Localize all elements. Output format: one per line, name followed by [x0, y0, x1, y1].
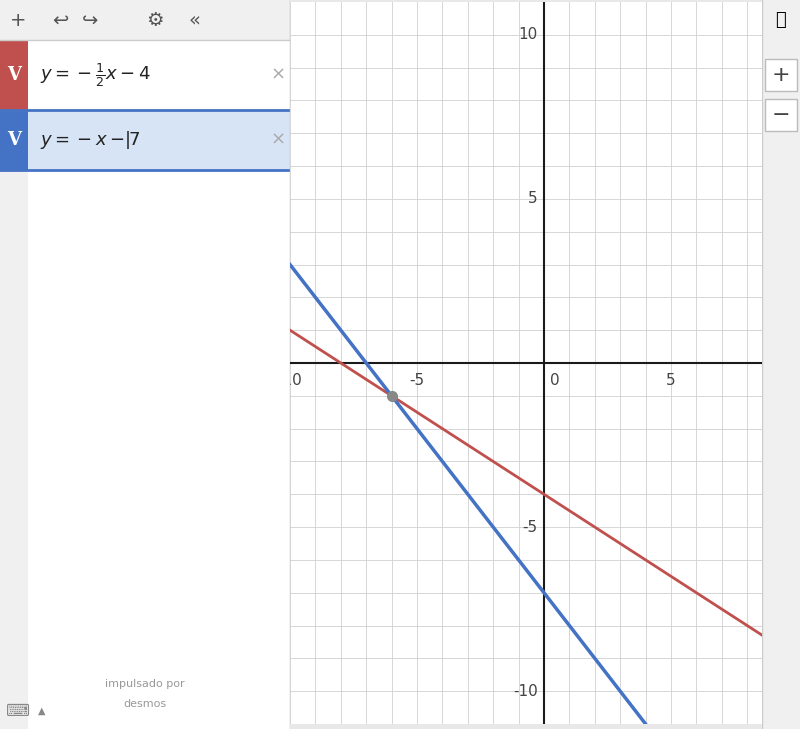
- Text: +: +: [10, 10, 26, 29]
- Bar: [0, 110, 28, 170]
- Bar: [0, 0, 290, 40]
- Bar: [765, 59, 797, 91]
- Text: V: V: [7, 66, 21, 84]
- Text: +: +: [772, 65, 790, 85]
- Bar: [0, 170, 28, 729]
- Text: 10: 10: [788, 373, 800, 388]
- Text: ▲: ▲: [38, 706, 46, 716]
- Text: ×: ×: [270, 131, 286, 149]
- Bar: [0, 110, 290, 170]
- Text: $y = -\frac{1}{2}x - 4$: $y = -\frac{1}{2}x - 4$: [40, 61, 150, 89]
- Text: -10: -10: [278, 373, 302, 388]
- Text: 5: 5: [666, 373, 676, 388]
- Text: ×: ×: [270, 66, 286, 84]
- Bar: [0, 40, 290, 110]
- Bar: [0, 40, 28, 110]
- Text: -5: -5: [410, 373, 425, 388]
- Text: 5: 5: [528, 192, 538, 206]
- Text: «: «: [189, 10, 201, 29]
- Text: V: V: [7, 131, 21, 149]
- Text: 10: 10: [518, 27, 538, 42]
- Text: |: |: [125, 131, 131, 149]
- Text: 0: 0: [550, 373, 560, 388]
- Text: -5: -5: [522, 520, 538, 534]
- Text: ⌨: ⌨: [6, 702, 30, 720]
- Text: desmos: desmos: [123, 699, 166, 709]
- Text: ↩: ↩: [52, 10, 68, 29]
- Text: −: −: [772, 105, 790, 125]
- Text: ⚙: ⚙: [146, 10, 164, 29]
- Text: 🔧: 🔧: [776, 11, 786, 29]
- Text: ↪: ↪: [82, 10, 98, 29]
- Text: $y = -x - 7$: $y = -x - 7$: [40, 130, 140, 150]
- Text: -10: -10: [513, 684, 538, 698]
- Bar: [765, 99, 797, 131]
- Text: impulsado por: impulsado por: [105, 679, 185, 689]
